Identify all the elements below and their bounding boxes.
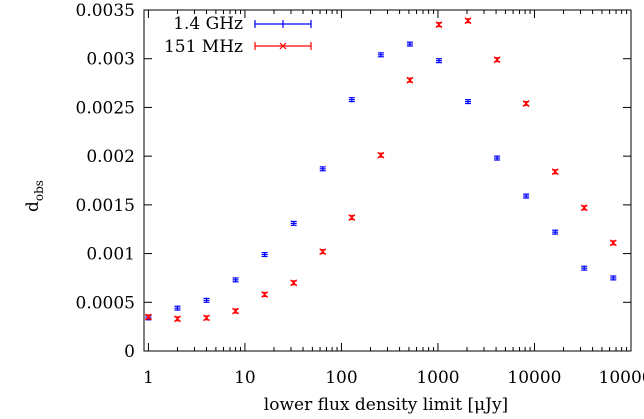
data-point (319, 166, 326, 172)
data-point (174, 305, 181, 311)
y-axis-label-main: d (23, 201, 43, 212)
data-point (203, 314, 210, 322)
data-point (493, 56, 501, 64)
data-point (203, 297, 210, 303)
data-point (377, 52, 384, 58)
data-point (348, 97, 355, 103)
data-point (465, 99, 472, 105)
x-axis-ticks: 1 10 100 1000 10000 100000 (143, 10, 644, 388)
y-tick-label: 0.0035 (76, 1, 135, 21)
x-tick-label: 10000 (507, 368, 561, 388)
y-axis-label: dobs (23, 180, 46, 212)
legend-label-151-mhz: 151 MHz (164, 37, 243, 57)
data-point (522, 100, 530, 107)
x-tick-label: 100000 (599, 368, 644, 388)
data-point (494, 155, 501, 161)
data-series (144, 17, 617, 323)
legend-marker-151-mhz (254, 42, 312, 50)
data-point (261, 251, 268, 258)
data-point (581, 265, 588, 271)
data-point (580, 204, 588, 212)
data-point (290, 220, 297, 226)
data-point (552, 229, 559, 235)
data-point (609, 239, 617, 247)
data-point (406, 41, 413, 47)
y-tick-label: 0 (124, 342, 135, 362)
legend-marker-1-4-ghz (254, 20, 312, 28)
y-tick-label: 0.0015 (76, 196, 135, 216)
data-point (232, 277, 239, 283)
y-tick-label: 0.0025 (76, 98, 135, 118)
x-tick-label: 10 (234, 368, 256, 388)
data-point (523, 193, 530, 199)
data-point (290, 279, 298, 287)
y-axis-label-subscript: obs (32, 180, 46, 201)
data-point (144, 313, 152, 321)
y-tick-label: 0.003 (86, 50, 135, 70)
data-point (348, 214, 356, 221)
data-point (174, 315, 181, 323)
x-tick-label: 100 (325, 368, 357, 388)
data-point (232, 307, 240, 315)
data-point (610, 275, 617, 281)
data-point (406, 76, 414, 84)
y-tick-label: 0.0005 (76, 293, 135, 313)
data-point (261, 291, 269, 298)
series-red (144, 17, 617, 323)
x-axis-label: lower flux density limit [μJy] (264, 395, 508, 415)
data-point (464, 17, 472, 25)
y-tick-label: 0.001 (86, 245, 135, 265)
x-tick-label: 1 (143, 368, 154, 388)
data-point (319, 248, 327, 256)
legend: 1.4 GHz 151 MHz (164, 14, 312, 57)
y-axis-ticks: 0 0.0005 0.001 0.0015 0.002 0.0025 0.003 0.0035 (76, 1, 631, 362)
data-point (377, 151, 385, 159)
data-point (435, 21, 443, 29)
plot-frame (143, 9, 632, 352)
y-tick-label: 0.002 (86, 147, 135, 167)
data-point (435, 58, 442, 64)
series-blue (145, 41, 617, 321)
data-point (551, 168, 559, 176)
x-tick-label: 1000 (416, 368, 459, 388)
legend-label-1-4-ghz: 1.4 GHz (173, 14, 243, 34)
